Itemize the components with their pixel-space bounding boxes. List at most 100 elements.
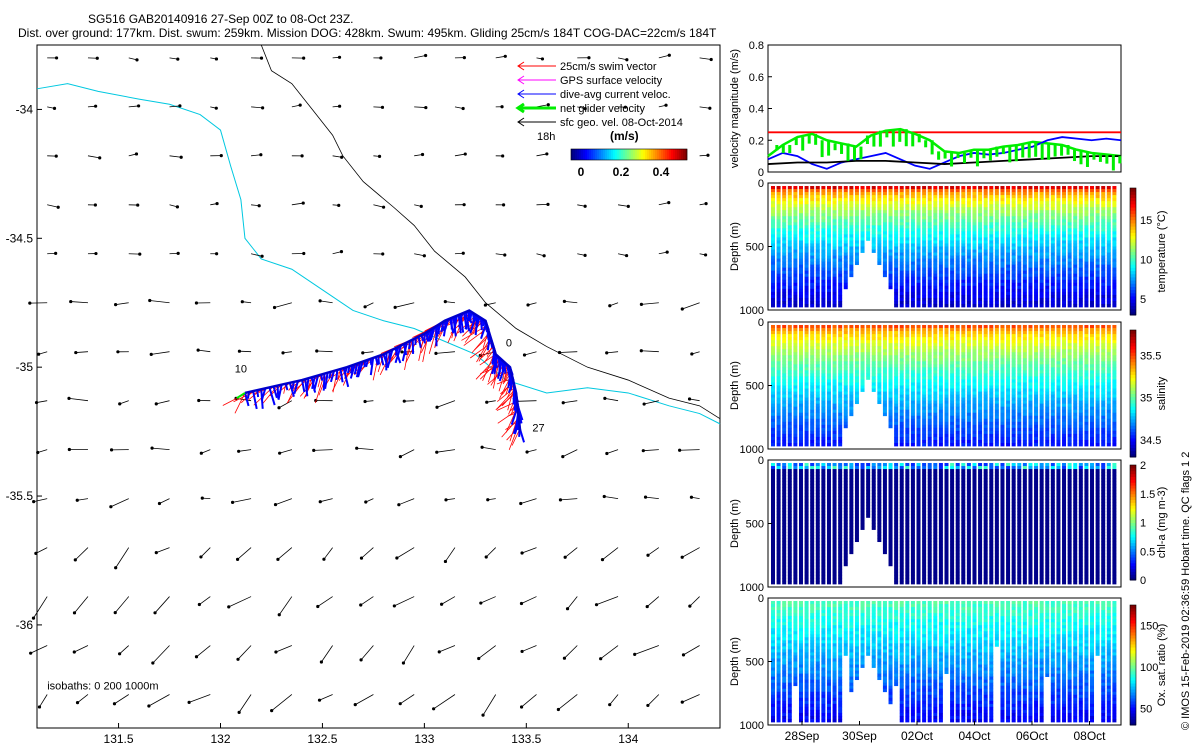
section-sample bbox=[927, 370, 932, 374]
section-sample bbox=[810, 382, 815, 386]
section-sample bbox=[950, 334, 955, 338]
section-sample bbox=[961, 288, 966, 293]
section-colorbar-tick: 10 bbox=[1140, 254, 1152, 266]
sfc-arrow-head bbox=[503, 253, 507, 257]
sfc-arrow-head bbox=[74, 350, 78, 355]
section-sample bbox=[972, 300, 977, 305]
sfc-arrow bbox=[74, 645, 89, 653]
section-sample bbox=[922, 382, 927, 386]
section-sample bbox=[933, 240, 938, 244]
sfc-arrow-head bbox=[400, 350, 404, 354]
track-day-label: 0 bbox=[506, 338, 512, 350]
section-sample bbox=[798, 346, 803, 350]
section-sample bbox=[832, 427, 837, 432]
section-sample bbox=[966, 279, 971, 284]
section-sample bbox=[854, 201, 859, 205]
section-sample bbox=[933, 376, 938, 380]
section-sample bbox=[1006, 436, 1011, 441]
section-sample bbox=[771, 282, 775, 287]
section-sample bbox=[849, 213, 854, 217]
section-sample bbox=[927, 346, 932, 350]
sfc-arrow-head bbox=[583, 106, 587, 111]
section-sample bbox=[910, 370, 915, 374]
section-sample bbox=[950, 349, 955, 353]
sfc-arrow-head bbox=[34, 551, 38, 555]
section-sample bbox=[927, 334, 932, 338]
section-sample bbox=[1101, 294, 1106, 299]
section-sample bbox=[1101, 198, 1106, 202]
section-sample bbox=[1045, 189, 1050, 193]
sfc-arrow bbox=[251, 106, 263, 109]
section-sample bbox=[821, 418, 826, 423]
section-sample bbox=[1112, 243, 1117, 247]
section-sample bbox=[810, 352, 815, 356]
section-sample bbox=[983, 291, 988, 296]
section-sample bbox=[838, 403, 843, 408]
section-sample bbox=[798, 436, 803, 441]
section-sample bbox=[1062, 291, 1067, 296]
section-sample bbox=[1101, 285, 1106, 290]
section-sample bbox=[782, 243, 787, 247]
section-sample bbox=[955, 439, 960, 444]
section-sample bbox=[1084, 216, 1089, 220]
section-sample bbox=[804, 328, 809, 332]
section-sample bbox=[905, 379, 910, 383]
section-sample bbox=[826, 430, 831, 435]
section-sample bbox=[899, 418, 904, 423]
section-sample bbox=[966, 303, 971, 308]
section-sample bbox=[933, 186, 938, 190]
section-sample bbox=[776, 279, 781, 284]
section-sample bbox=[771, 376, 775, 380]
section-sample bbox=[927, 385, 932, 389]
sfc-arrow-head bbox=[583, 253, 587, 257]
section-sample bbox=[933, 424, 938, 429]
section-sample bbox=[1073, 189, 1078, 193]
section-sample bbox=[882, 334, 887, 338]
section-sample bbox=[810, 186, 815, 190]
section-sample bbox=[826, 421, 831, 426]
section-sample bbox=[1006, 261, 1011, 266]
section-sample bbox=[1028, 243, 1033, 247]
section-sample bbox=[1000, 370, 1005, 374]
section-sample bbox=[815, 243, 820, 247]
sfc-arrow bbox=[35, 547, 48, 554]
section-sample bbox=[826, 270, 831, 275]
sfc-arrow bbox=[39, 694, 48, 708]
section-sample bbox=[905, 418, 910, 423]
section-sample bbox=[1095, 258, 1100, 262]
section-sample bbox=[989, 388, 994, 392]
section-sample bbox=[1090, 216, 1095, 220]
sfc-arrow-head bbox=[32, 499, 36, 504]
section-sample bbox=[882, 409, 887, 414]
section-sample bbox=[922, 303, 927, 308]
section-sample bbox=[860, 225, 865, 229]
colorbar-cell bbox=[639, 149, 642, 160]
section-sample bbox=[832, 367, 837, 371]
section-sample bbox=[955, 433, 960, 438]
section-sample bbox=[989, 373, 994, 377]
colorbar-cell bbox=[659, 149, 662, 160]
section-sample bbox=[1006, 361, 1011, 365]
section-sample bbox=[882, 261, 887, 266]
section-sample bbox=[826, 337, 831, 341]
section-sample bbox=[860, 331, 865, 335]
section-sample bbox=[821, 328, 826, 332]
section-sample bbox=[994, 207, 999, 211]
sfc-arrow-head bbox=[363, 305, 367, 309]
section-sample bbox=[776, 231, 781, 235]
colorbar-cell bbox=[597, 149, 600, 160]
section-sample bbox=[894, 385, 899, 389]
section-sample bbox=[972, 382, 977, 386]
section-sample bbox=[1078, 210, 1083, 214]
section-sample bbox=[815, 373, 820, 377]
section-sample bbox=[1056, 279, 1061, 284]
section-sample bbox=[910, 373, 915, 377]
swim-vector bbox=[495, 392, 517, 411]
section-sample bbox=[1106, 285, 1111, 290]
section-sample bbox=[994, 397, 999, 401]
section-sample bbox=[782, 225, 787, 229]
section-sample bbox=[978, 433, 983, 438]
sfc-arrow bbox=[435, 351, 455, 354]
section-sample bbox=[899, 210, 904, 214]
